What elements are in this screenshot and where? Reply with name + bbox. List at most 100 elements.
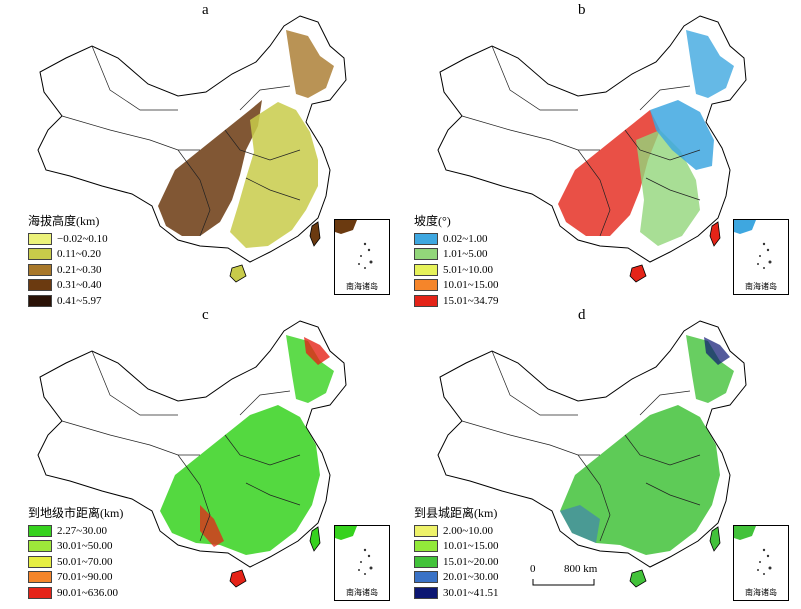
panel-label: a: [202, 2, 209, 18]
legend-label: 15.01~20.00: [443, 555, 499, 568]
legend-label: 0.21~0.30: [57, 263, 102, 276]
china-map-elevation: [37, 15, 347, 283]
inset-label: 南海诸岛: [745, 282, 777, 291]
inset-label: 南海诸岛: [346, 588, 378, 597]
elevation-plain: [230, 102, 318, 248]
province-boundaries: [61, 45, 301, 237]
legend-swatch: [414, 571, 438, 584]
distance-northeast-far: [304, 337, 330, 365]
inset-map: [734, 220, 772, 269]
taiwan-island: [709, 526, 721, 552]
legend-swatch: [28, 540, 52, 553]
panel-b: b 坡度(°) 0.02~1.00 1.01~5.00 5.01~10.00 1…: [400, 0, 795, 307]
legend-item: 0.02~1.00: [414, 231, 498, 247]
legend-swatch: [414, 263, 438, 276]
legend-swatch: [414, 524, 438, 537]
province-boundaries: [461, 350, 701, 542]
taiwan-island: [309, 221, 321, 247]
legend-item: 30.01~41.51: [414, 585, 498, 601]
taiwan-island: [709, 221, 721, 247]
legend-title: 坡度(°): [414, 214, 451, 228]
slope-flat: [650, 100, 714, 170]
legend-label: 30.01~50.00: [57, 540, 113, 553]
legend-label: 0.11~0.20: [57, 248, 102, 261]
legend-swatch: [28, 279, 52, 292]
panel-label: b: [578, 2, 586, 18]
distance-far: [200, 505, 224, 547]
legend-item: 0.31~0.40: [28, 278, 108, 294]
south-china-sea-inset: 南海诸岛: [334, 525, 390, 601]
panel-a: a 海拔高度(km) −0.02~0.10 0.11~0.20 0.21~0.3…: [0, 0, 395, 307]
legend-label: 70.01~90.00: [57, 571, 113, 584]
legend-swatch: [28, 571, 52, 584]
legend-swatch: [28, 263, 52, 276]
hainan-island: [629, 264, 647, 283]
legend-label: 0.31~0.40: [57, 279, 102, 292]
inset-label: 南海诸岛: [745, 588, 777, 597]
panel-c: c 到地级市距离(km) 2.27~30.00 30.01~50.00 50.0…: [0, 305, 395, 605]
inset-label: 南海诸岛: [346, 282, 378, 291]
panel-d: d 到县城距离(km) 2.00~10.00 10.01~15.00 15.01…: [400, 305, 795, 605]
scale-bar-zero: 0: [530, 563, 536, 575]
legend-item: 0.11~0.20: [28, 247, 108, 263]
legend: 到地级市距离(km) 2.27~30.00 30.01~50.00 50.01~…: [28, 504, 123, 601]
hainan-island: [229, 264, 247, 283]
legend-label: 2.00~10.00: [443, 524, 493, 537]
legend-label: 10.01~15.00: [443, 279, 499, 292]
legend-item: −0.02~0.10: [28, 231, 108, 247]
legend-label: 90.01~636.00: [57, 586, 118, 599]
legend-swatch: [28, 524, 52, 537]
elevation-northeast: [286, 30, 334, 98]
elevation-high: [158, 100, 262, 236]
legend-item: 5.01~10.00: [414, 262, 498, 278]
county-distance-far: [560, 505, 600, 543]
county-distance-near: [560, 405, 720, 555]
inset-map: [734, 526, 772, 575]
hainan-island: [629, 569, 647, 588]
legend-item: 90.01~636.00: [28, 585, 123, 601]
legend-item: 10.01~15.00: [414, 539, 498, 555]
china-map-prefecture-distance: [37, 320, 347, 588]
legend-title: 到地级市距离(km): [28, 506, 124, 520]
china-map-slope: [437, 15, 747, 283]
taiwan-island: [309, 526, 321, 552]
south-china-sea-inset: 南海诸岛: [733, 525, 789, 601]
legend-label: 2.27~30.00: [57, 524, 107, 537]
legend: 海拔高度(km) −0.02~0.10 0.11~0.20 0.21~0.30 …: [28, 212, 108, 309]
hainan-island: [229, 569, 247, 588]
legend-label: 1.01~5.00: [443, 248, 488, 261]
legend-label: 15.01~34.79: [443, 294, 499, 307]
legend-swatch: [28, 294, 52, 307]
legend-swatch: [414, 555, 438, 568]
legend-swatch: [28, 232, 52, 245]
county-distance-northeast: [686, 335, 734, 403]
legend-item: 20.01~30.00: [414, 570, 498, 586]
legend-title: 到县城距离(km): [414, 506, 498, 520]
legend-swatch: [414, 248, 438, 261]
legend-swatch: [28, 586, 52, 599]
legend-item: 15.01~34.79: [414, 293, 498, 309]
inset-map: [335, 220, 373, 269]
legend-label: 30.01~41.51: [443, 586, 499, 599]
south-china-sea-inset: 南海诸岛: [334, 219, 390, 295]
legend-swatch: [28, 555, 52, 568]
inset-map: [335, 526, 373, 575]
county-distance-northeast-far: [704, 337, 730, 365]
legend-item: 0.21~0.30: [28, 262, 108, 278]
legend-item: 50.01~70.00: [28, 554, 123, 570]
legend-item: 2.27~30.00: [28, 523, 123, 539]
legend-swatch: [414, 294, 438, 307]
legend-item: 15.01~20.00: [414, 554, 498, 570]
legend-swatch: [414, 540, 438, 553]
panel-label: c: [202, 307, 209, 323]
legend-item: 2.00~10.00: [414, 523, 498, 539]
legend-swatch: [28, 248, 52, 261]
scale-bar: 0 800 km: [530, 563, 650, 593]
province-boundaries: [61, 350, 301, 542]
distance-northeast: [286, 335, 334, 403]
legend-item: 10.01~15.00: [414, 278, 498, 294]
slope-steep: [558, 110, 660, 236]
legend-title: 海拔高度(km): [28, 214, 100, 228]
legend-label: 5.01~10.00: [443, 263, 493, 276]
legend-swatch: [414, 279, 438, 292]
